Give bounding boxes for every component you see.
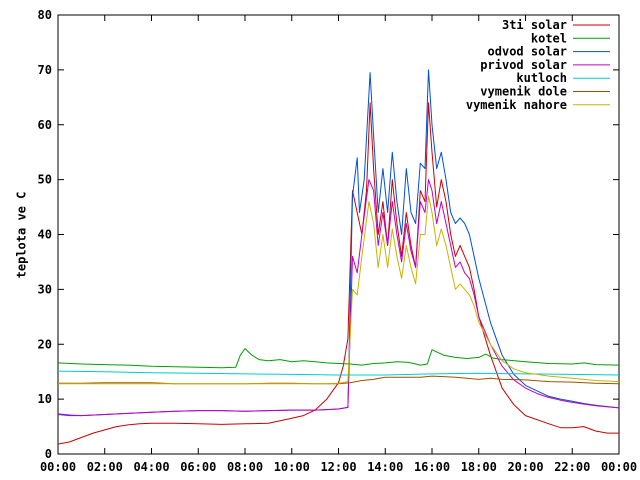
y-tick-label: 30 [38, 282, 52, 296]
y-tick-label: 0 [45, 447, 52, 461]
x-tick-label: 14:00 [367, 460, 403, 474]
y-tick-label: 10 [38, 392, 52, 406]
y-tick-label: 40 [38, 228, 52, 242]
x-tick-label: 00:00 [601, 460, 637, 474]
y-tick-label: 60 [38, 118, 52, 132]
x-tick-label: 02:00 [87, 460, 123, 474]
legend-label: kutloch [516, 71, 567, 85]
series-lines [57, 69, 620, 445]
y-tick-label: 20 [38, 337, 52, 351]
x-tick-label: 06:00 [180, 460, 216, 474]
series-line [58, 195, 620, 385]
series-line [57, 179, 620, 417]
legend-label: odvod solar [488, 45, 567, 59]
series-line [57, 370, 620, 376]
y-axis-ticks: 0 10 20 30 40 50 60 70 80 [38, 8, 619, 461]
y-tick-label: 80 [38, 8, 52, 22]
legend-label: vymenik nahore [466, 98, 567, 112]
x-tick-label: 10:00 [274, 460, 310, 474]
legend-label: kotel [531, 31, 567, 45]
x-tick-label: 20:00 [507, 460, 543, 474]
x-tick-label: 08:00 [227, 460, 263, 474]
series-line [57, 102, 619, 445]
x-tick-label: 18:00 [461, 460, 497, 474]
y-tick-label: 70 [38, 63, 52, 77]
series-line [57, 348, 620, 369]
legend-label: vymenik dole [480, 85, 567, 99]
x-tick-label: 16:00 [414, 460, 450, 474]
y-axis-label: teplota ve C [15, 192, 29, 279]
x-tick-label: 22:00 [554, 460, 590, 474]
legend-label: privod solar [480, 58, 567, 72]
x-tick-label: 04:00 [133, 460, 169, 474]
x-tick-label: 00:00 [40, 460, 76, 474]
x-tick-label: 12:00 [320, 460, 356, 474]
x-axis-ticks: 00:00 02:00 04:00 06:00 08:00 10:00 12:00 14:00… [40, 15, 637, 474]
legend-label: 3ti solar [502, 18, 567, 32]
y-tick-label: 50 [38, 173, 52, 187]
